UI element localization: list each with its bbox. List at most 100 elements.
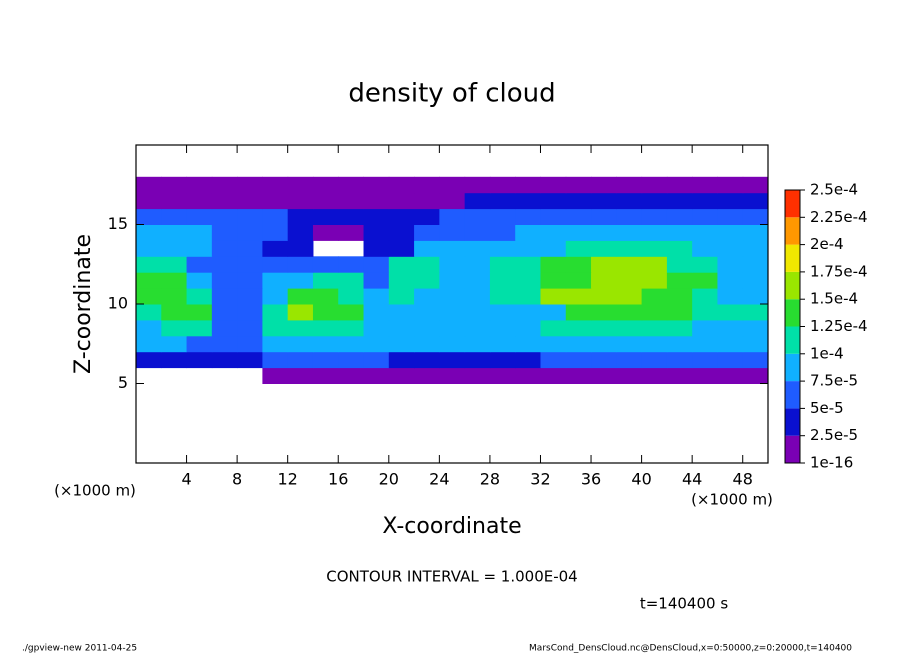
cell: [338, 288, 365, 305]
colorbar-label: 1.5e-4: [810, 290, 858, 308]
y-tick-label: 10: [108, 294, 128, 313]
cell: [616, 224, 643, 241]
colorbar-label: 2e-4: [810, 235, 844, 253]
cell: [489, 256, 516, 273]
colorbar-label: 1.25e-4: [810, 317, 868, 335]
contour-note: CONTOUR INTERVAL = 1.000E-04: [326, 568, 577, 586]
cell: [262, 192, 289, 210]
cell: [717, 240, 744, 257]
cell: [515, 224, 541, 241]
colorbar-band: [785, 353, 800, 382]
cell: [717, 224, 744, 241]
cell: [591, 176, 617, 194]
cell: [439, 288, 466, 305]
cell: [161, 335, 188, 353]
cell: [616, 176, 643, 194]
cell: [515, 256, 541, 273]
cell: [591, 288, 617, 305]
cell: [616, 256, 643, 273]
colorbar-band: [785, 244, 800, 272]
cell: [540, 304, 567, 321]
cell: [363, 224, 390, 241]
cell: [439, 335, 466, 353]
cell: [565, 256, 592, 273]
cell: [439, 351, 466, 369]
colorbar-band: [785, 381, 800, 409]
cell: [742, 256, 769, 273]
cell: [464, 224, 491, 241]
cell: [591, 335, 617, 353]
cell: [262, 335, 289, 353]
cell: [666, 240, 693, 257]
cell: [136, 224, 162, 241]
cell: [540, 351, 567, 369]
cell: [641, 240, 668, 257]
cell: [666, 272, 693, 289]
cell: [565, 351, 592, 369]
cell: [717, 192, 744, 210]
colorbar-label: 1e-4: [810, 344, 844, 362]
x-axis-label: X-coordinate: [382, 514, 521, 539]
cell: [312, 176, 339, 194]
cell: [287, 224, 314, 241]
cell: [717, 304, 744, 321]
cell: [489, 319, 516, 337]
cell: [565, 304, 592, 321]
cell: [489, 288, 516, 305]
cell: [742, 351, 769, 369]
cell: [287, 351, 314, 369]
cell: [692, 288, 718, 305]
cell: [136, 256, 162, 273]
cell: [287, 272, 314, 289]
cell: [439, 256, 466, 273]
cell: [616, 367, 643, 384]
cell: [237, 319, 263, 337]
cell: [161, 208, 188, 225]
cell: [161, 256, 188, 273]
cell: [591, 272, 617, 289]
cell: [591, 351, 617, 369]
cell: [692, 304, 718, 321]
cell: [287, 192, 314, 210]
cell: [414, 192, 440, 210]
cell: [161, 351, 188, 369]
cell: [540, 288, 567, 305]
cell: [591, 319, 617, 337]
cell: [616, 304, 643, 321]
y-tick-label: 15: [108, 214, 128, 233]
cell: [616, 208, 643, 225]
cell: [363, 304, 390, 321]
cell: [338, 192, 365, 210]
cell: [237, 335, 263, 353]
cell: [717, 288, 744, 305]
cell: [439, 224, 466, 241]
cell: [414, 351, 440, 369]
cell: [161, 224, 188, 241]
cell: [717, 272, 744, 289]
cell: [388, 288, 415, 305]
cell: [211, 240, 238, 257]
cell: [439, 272, 466, 289]
cell: [565, 176, 592, 194]
cell: [363, 192, 390, 210]
cell: [287, 335, 314, 353]
cell: [388, 335, 415, 353]
x-tick-label: 16: [328, 470, 348, 489]
x-tick-label: 36: [581, 470, 601, 489]
cell: [591, 208, 617, 225]
cell: [262, 176, 289, 194]
cell: [666, 192, 693, 210]
cell: [237, 192, 263, 210]
cell: [692, 351, 718, 369]
cell: [616, 272, 643, 289]
cell: [312, 367, 339, 384]
cell: [388, 240, 415, 257]
cell: [363, 351, 390, 369]
cell: [312, 304, 339, 321]
cell: [489, 224, 516, 241]
cell: [742, 176, 769, 194]
cell: [363, 367, 390, 384]
cell: [414, 240, 440, 257]
footer-right: MarsCond_DensCloud.nc@DensCloud,x=0:5000…: [529, 644, 852, 654]
cell: [211, 176, 238, 194]
